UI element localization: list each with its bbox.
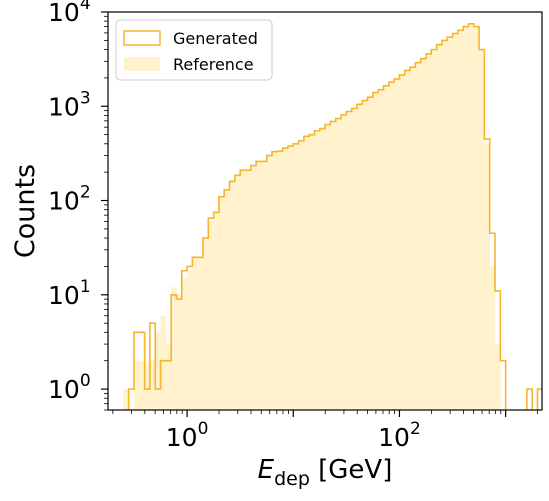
reference-bar [187,270,193,410]
reference-bar [415,62,422,411]
reference-bar [155,332,161,410]
reference-bar [447,37,453,411]
reference-bar [436,44,443,411]
reference-bar [192,257,199,410]
legend-swatch-generated [123,30,161,46]
reference-bar [473,26,480,410]
reference-bar [133,360,140,410]
reference-bar [356,104,363,410]
reference-bar [224,189,230,410]
reference-bar [240,170,246,410]
reference-bar [256,161,262,410]
reference-bar [218,196,225,410]
x-tick-label: 102 [378,419,421,452]
reference-bar [208,221,215,410]
reference-bar [165,344,172,410]
reference-bar [149,360,156,410]
reference-bar [383,85,390,411]
y-tick-label: 100 [48,371,91,404]
reference-bar [272,151,278,410]
reference-bar [495,344,501,410]
reference-bar [404,70,411,411]
legend-label-generated: Generated [173,29,258,48]
x-tick-label: 100 [166,419,209,452]
reference-bar [410,67,416,410]
reference-bar [330,121,337,410]
reference-bar [197,257,204,410]
reference-bar [479,49,485,410]
reference-bar [298,140,305,411]
legend-label-reference: Reference [173,55,254,74]
reference-bar [452,33,459,411]
reference-bar [176,294,183,410]
reference-bar [325,124,331,410]
generated-step-line [127,22,542,410]
reference-bar [229,181,236,410]
reference-bar [234,175,241,410]
x-axis-label-unit: [GeV] [310,455,392,485]
reference-bar [457,30,464,411]
reference-bar [261,161,268,410]
y-tick-label: 102 [48,183,91,216]
reference-bar [388,82,395,410]
reference-bar [484,143,491,411]
reference-bar [420,58,427,410]
reference-bar [489,266,496,410]
reference-bar [250,165,257,410]
reference-bar [441,40,448,411]
reference-bar [378,89,384,410]
reference-bar [362,100,368,410]
reference-bar [144,360,151,410]
reference-bar [293,143,299,411]
reference-bar [319,128,326,410]
reference-bar [287,145,294,410]
reference-bar [463,26,469,410]
reference-bar [425,53,432,410]
reference-bar [213,212,220,410]
y-tick-label: 104 [48,0,91,27]
reference-bar [309,134,315,411]
reference-bar [139,360,146,410]
reference-bar [394,78,400,410]
x-axis-label: Edep [GeV] [258,455,393,490]
reference-bar [346,111,353,411]
reference-bar [367,97,374,410]
reference-bar [245,170,252,410]
y-axis-label: Counts [10,164,41,258]
reference-bar [282,148,289,410]
legend: Generated Reference [115,19,273,81]
y-tick-label: 101 [48,277,91,310]
reference-bar [351,108,358,411]
reference-bar [399,74,406,411]
reference-bar [181,278,188,410]
x-axis-label-sub: dep [274,468,310,490]
reference-bar [160,315,167,410]
reference-bar [123,389,130,410]
reference-bar [335,118,342,411]
reference-bar [468,23,475,410]
y-tick-label: 103 [48,88,91,121]
reference-bar [314,130,321,410]
reference-bar [372,92,379,410]
reference-bar [277,151,284,410]
reference-bar [341,114,347,411]
reference-bar [431,49,438,410]
reference-bar [203,238,209,410]
legend-swatch-reference [124,57,160,71]
reference-bar [266,155,273,410]
reference-bar [303,136,310,411]
reference-bar [171,287,177,410]
x-axis-label-main: E [258,455,275,485]
